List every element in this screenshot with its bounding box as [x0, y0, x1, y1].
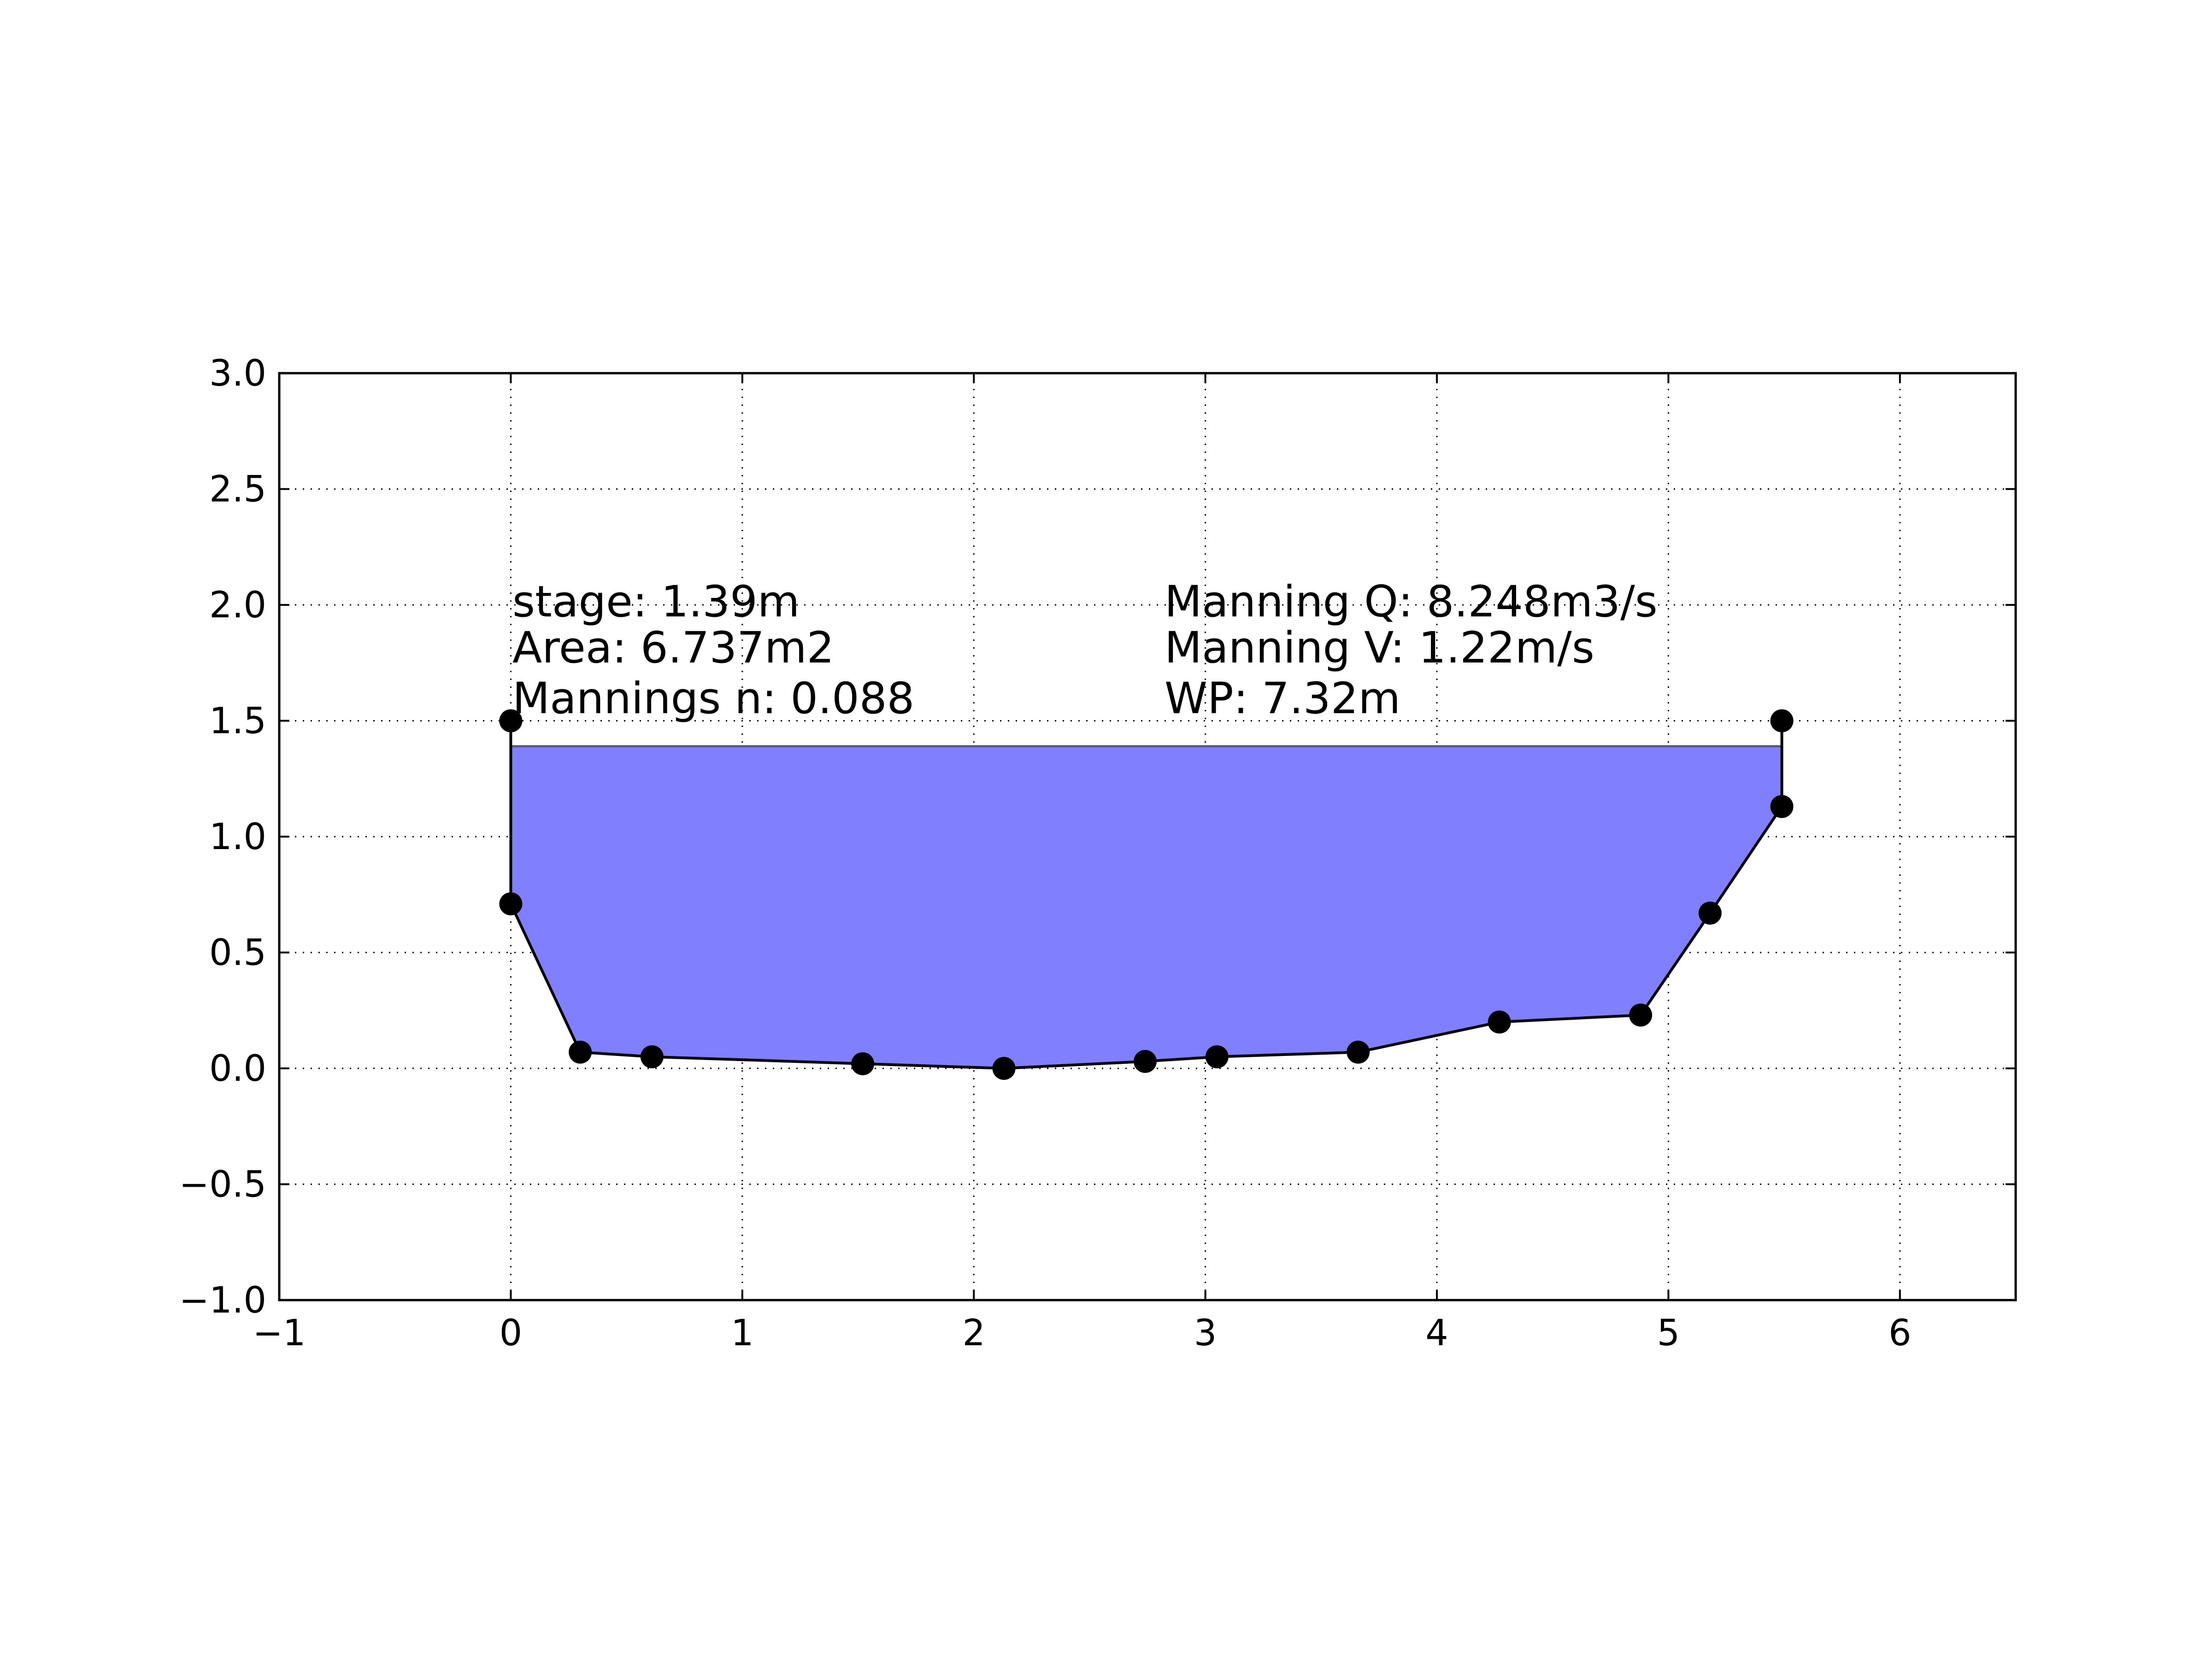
- survey-point: [499, 709, 523, 733]
- channel-profile: [509, 721, 1783, 1070]
- profile-line: [509, 721, 1783, 1070]
- y-tick-label: 0.5: [209, 932, 266, 974]
- annotation-right-line: Manning V: 1.22m/s: [1165, 623, 1594, 673]
- survey-point: [1347, 1040, 1370, 1064]
- annotation-left-line: stage: 1.39m: [512, 577, 800, 627]
- annotation-right-line: Manning Q: 8.248m3/s: [1165, 577, 1658, 627]
- survey-point: [1629, 1003, 1653, 1027]
- survey-points: [499, 709, 1794, 1080]
- survey-point: [1133, 1049, 1157, 1073]
- y-tick-label: 2.5: [209, 469, 266, 510]
- x-tick-label: 1: [731, 1313, 754, 1354]
- survey-point: [499, 892, 523, 915]
- survey-point: [851, 1052, 875, 1075]
- y-tick-label: −1.0: [179, 1280, 266, 1321]
- x-tick-label: 0: [500, 1313, 523, 1354]
- survey-point: [992, 1057, 1016, 1080]
- survey-point: [1698, 901, 1722, 925]
- annotation-right-line: WP: 7.32m: [1165, 674, 1400, 724]
- x-tick-label: 3: [1194, 1313, 1217, 1354]
- x-tick-label: 4: [1425, 1313, 1448, 1354]
- y-tick-label: 0.0: [209, 1048, 266, 1090]
- survey-point: [569, 1040, 592, 1064]
- annotation-left-line: Mannings n: 0.088: [512, 674, 914, 724]
- y-axis-tick-labels: −1.0 −0.5 0.0 0.5 1.0 1.5 2.0 2.5 3.0: [179, 353, 266, 1321]
- survey-point: [1205, 1045, 1229, 1068]
- survey-point: [640, 1045, 664, 1068]
- water-area: [511, 745, 1782, 1068]
- x-tick-label: 2: [962, 1313, 985, 1354]
- x-tick-label: −1: [253, 1313, 306, 1354]
- y-tick-label: 2.0: [209, 585, 266, 626]
- x-tick-label: 5: [1657, 1313, 1680, 1354]
- survey-point: [1770, 795, 1794, 818]
- x-axis-tick-labels: −1 0 1 2 3 4 5 6: [253, 1313, 1912, 1354]
- x-tick-label: 6: [1888, 1313, 1912, 1354]
- annotation-left-line: Area: 6.737m2: [512, 623, 834, 673]
- survey-point: [1488, 1010, 1511, 1034]
- axis-ticks: [278, 372, 2016, 1301]
- y-tick-label: 3.0: [209, 353, 266, 394]
- survey-point: [1770, 709, 1794, 733]
- y-tick-label: 1.5: [209, 701, 266, 742]
- water-fill: [511, 746, 1782, 1068]
- y-tick-label: −0.5: [179, 1164, 266, 1206]
- plot-area: [278, 372, 2017, 1301]
- y-tick-label: 1.0: [209, 816, 266, 858]
